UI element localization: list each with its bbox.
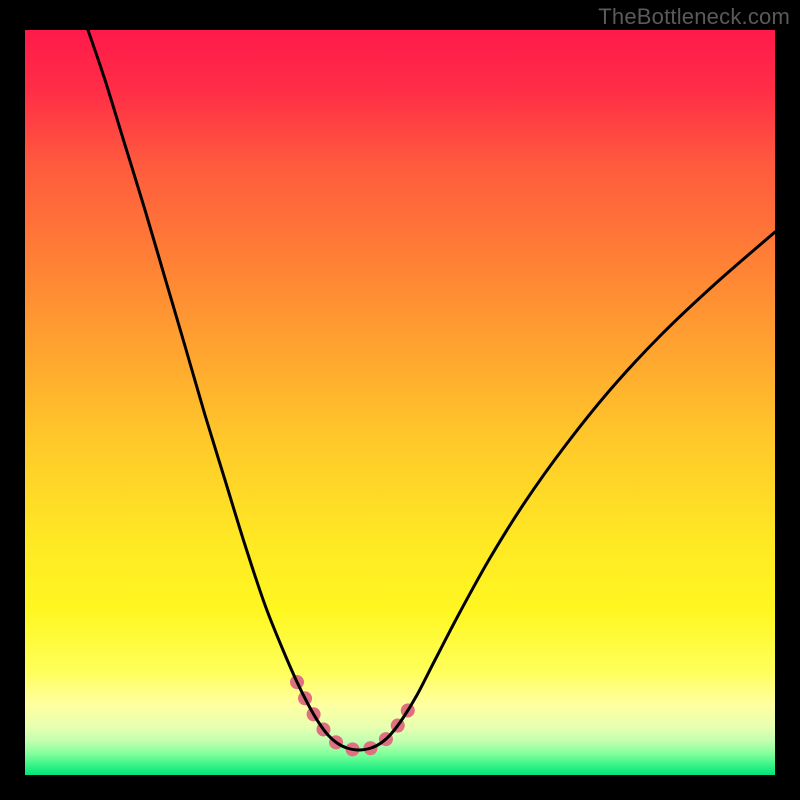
chart-svg [25, 30, 775, 775]
curve-main [88, 30, 775, 750]
plot-area [25, 30, 775, 775]
watermark-text: TheBottleneck.com [598, 4, 790, 30]
